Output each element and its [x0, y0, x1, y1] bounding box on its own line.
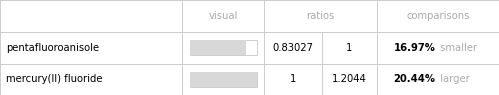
Bar	[190, 72, 257, 87]
Text: mercury(II) fluoride: mercury(II) fluoride	[6, 74, 102, 84]
Text: smaller: smaller	[437, 43, 477, 53]
Text: pentafluoroanisole: pentafluoroanisole	[6, 43, 99, 53]
Text: 1: 1	[346, 43, 352, 53]
Bar	[190, 40, 246, 55]
Bar	[190, 72, 257, 87]
Text: 0.83027: 0.83027	[272, 43, 314, 53]
Text: 1.2044: 1.2044	[332, 74, 367, 84]
Text: visual: visual	[209, 11, 238, 21]
Text: 20.44%: 20.44%	[393, 74, 435, 84]
Bar	[190, 40, 257, 55]
Text: comparisons: comparisons	[406, 11, 470, 21]
Text: 1: 1	[290, 74, 296, 84]
Text: 16.97%: 16.97%	[394, 43, 435, 53]
Text: larger: larger	[437, 74, 470, 84]
Text: ratios: ratios	[306, 11, 335, 21]
